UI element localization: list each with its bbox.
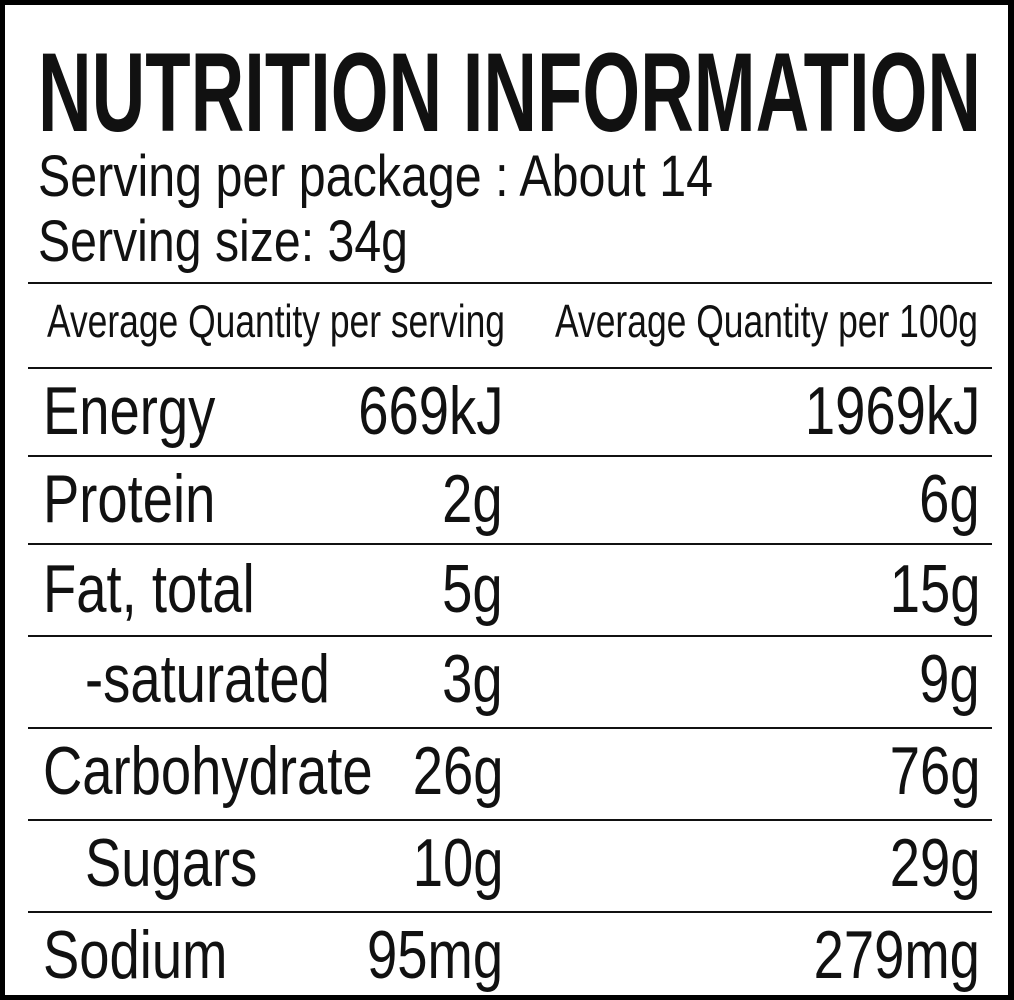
nutrient-name: Sugars bbox=[85, 829, 300, 897]
divider bbox=[28, 911, 992, 913]
value-per-100g: 279mg bbox=[772, 921, 980, 989]
value-per-100g: 29g bbox=[867, 829, 980, 897]
value-per-100g: 15g bbox=[867, 555, 980, 623]
serving-size: Serving size: 34g bbox=[38, 213, 483, 271]
column-header-text: Average Quantity per serving bbox=[47, 295, 505, 347]
value-per-serving-text: 669kJ bbox=[357, 373, 503, 449]
value-per-serving-text: 3g bbox=[442, 641, 503, 717]
nutrient-name: Fat, total bbox=[43, 555, 308, 623]
column-header-text: Average Quantity per 100g bbox=[555, 295, 978, 347]
value-per-serving-text: 10g bbox=[412, 825, 503, 901]
servings-per-package-text: Serving per package : About 14 bbox=[38, 144, 713, 209]
serving-size-text: Serving size: 34g bbox=[38, 209, 408, 274]
nutrient-name-text: Protein bbox=[43, 461, 216, 537]
value-per-serving-text: 95mg bbox=[366, 917, 503, 993]
value-per-serving: 669kJ bbox=[322, 377, 503, 445]
divider bbox=[28, 819, 992, 821]
divider bbox=[28, 543, 992, 545]
value-per-100g: 6g bbox=[904, 465, 980, 533]
nutrient-name: Sodium bbox=[43, 921, 274, 989]
divider bbox=[28, 455, 992, 457]
title: NUTRITION INFORMATION bbox=[38, 30, 1008, 155]
value-per-serving-text: 2g bbox=[442, 461, 503, 537]
value-per-100g-text: 1969kJ bbox=[804, 373, 980, 449]
title-text: NUTRITION INFORMATION bbox=[38, 30, 981, 155]
value-per-100g-text: 76g bbox=[889, 733, 980, 809]
value-per-serving-text: 5g bbox=[442, 551, 503, 627]
column-header-per-serving: Average Quantity per serving bbox=[47, 298, 642, 344]
nutrient-name-text: Carbohydrate bbox=[43, 733, 373, 809]
divider bbox=[28, 635, 992, 637]
nutrient-name: Energy bbox=[43, 377, 258, 445]
nutrient-name-text: Energy bbox=[43, 373, 216, 449]
nutrient-name-text: Sugars bbox=[85, 825, 258, 901]
value-per-100g-text: 279mg bbox=[813, 917, 980, 993]
value-per-100g: 9g bbox=[904, 645, 980, 713]
nutrient-name-text: Sodium bbox=[43, 917, 228, 993]
servings-per-package: Serving per package : About 14 bbox=[38, 148, 847, 206]
nutrient-name: -saturated bbox=[85, 645, 391, 713]
value-per-100g-text: 6g bbox=[919, 461, 980, 537]
value-per-serving: 5g bbox=[427, 555, 503, 623]
value-per-serving: 95mg bbox=[333, 921, 503, 989]
nutrient-name-text: Fat, total bbox=[43, 551, 255, 627]
value-per-serving: 26g bbox=[390, 737, 503, 805]
value-per-serving: 10g bbox=[390, 829, 503, 897]
nutrient-name-text: -saturated bbox=[85, 641, 330, 717]
divider bbox=[28, 727, 992, 729]
value-per-100g-text: 29g bbox=[889, 825, 980, 901]
value-per-serving: 2g bbox=[427, 465, 503, 533]
nutrient-name: Carbohydrate bbox=[43, 737, 455, 805]
value-per-100g-text: 15g bbox=[889, 551, 980, 627]
value-per-100g: 76g bbox=[867, 737, 980, 805]
value-per-serving: 3g bbox=[427, 645, 503, 713]
column-header-per-100g: Average Quantity per 100g bbox=[555, 295, 1008, 347]
value-per-serving-text: 26g bbox=[412, 733, 503, 809]
value-per-100g-text: 9g bbox=[919, 641, 980, 717]
divider bbox=[28, 282, 992, 284]
nutrient-name: Protein bbox=[43, 465, 258, 533]
divider bbox=[28, 367, 992, 369]
value-per-100g: 1969kJ bbox=[761, 377, 980, 445]
